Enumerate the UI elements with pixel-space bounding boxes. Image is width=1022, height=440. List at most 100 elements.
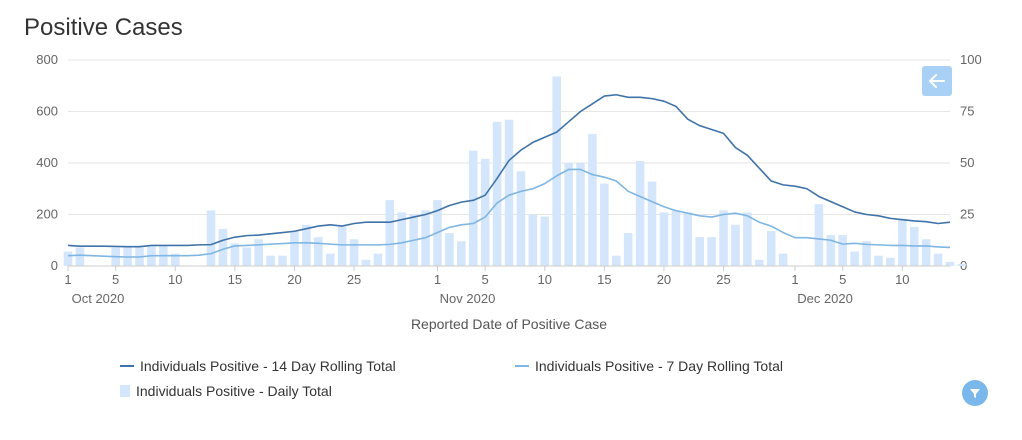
- daily-total-bar: [266, 255, 275, 266]
- y-left-tick-label: 800: [36, 52, 58, 67]
- daily-total-bar: [814, 204, 824, 266]
- daily-total-bar: [480, 158, 490, 266]
- daily-total-bar: [659, 212, 669, 266]
- line-7-day-rolling: [67, 168, 951, 258]
- daily-total-bar: [933, 253, 943, 266]
- daily-total-bar: [254, 239, 263, 266]
- legend-label-14day: Individuals Positive - 14 Day Rolling To…: [140, 358, 396, 374]
- x-tick-label: 25: [716, 272, 730, 287]
- daily-total-bar: [564, 163, 573, 266]
- line-14-day-rolling: [67, 93, 951, 248]
- back-button[interactable]: [922, 66, 952, 96]
- y-right-tick-label: 50: [960, 155, 974, 170]
- legend-swatch-daily: [120, 385, 130, 397]
- daily-total-bar: [838, 235, 848, 266]
- daily-total-bar: [921, 239, 931, 266]
- x-tick-label: 10: [168, 272, 182, 287]
- legend-swatch-14day: [120, 365, 134, 367]
- daily-total-bar: [325, 253, 335, 266]
- x-tick-label: 10: [895, 272, 909, 287]
- daily-total-bar: [755, 259, 764, 266]
- daily-total-bar: [862, 241, 871, 266]
- daily-total-bar: [695, 237, 704, 266]
- x-tick-label: 5: [482, 272, 489, 287]
- filter-icon: [970, 389, 980, 398]
- daily-total-bar: [540, 216, 550, 266]
- x-tick-label: 10: [538, 272, 552, 287]
- x-month-label: Nov 2020: [440, 291, 496, 306]
- y-left-tick-label: 0: [51, 258, 58, 273]
- x-tick-label: 5: [112, 272, 119, 287]
- x-tick-label: 15: [597, 272, 611, 287]
- daily-total-bar: [63, 251, 73, 266]
- daily-total-bar: [588, 134, 597, 266]
- x-tick-label: 1: [791, 272, 798, 287]
- x-tick-label: 1: [434, 272, 441, 287]
- daily-total-bar: [635, 160, 645, 266]
- x-tick-label: 20: [287, 272, 301, 287]
- daily-total-bar: [766, 230, 776, 266]
- x-month-label: Dec 2020: [797, 291, 853, 306]
- daily-total-bar: [290, 230, 299, 266]
- daily-total-bar: [600, 183, 609, 266]
- daily-total-bar: [886, 257, 895, 266]
- legend-label-7day: Individuals Positive - 7 Day Rolling Tot…: [535, 358, 783, 374]
- y-right-tick-label: 25: [960, 207, 974, 222]
- y-left-tick-label: 200: [36, 207, 58, 222]
- x-tick-label: 25: [347, 272, 361, 287]
- x-tick-label: 1: [64, 272, 71, 287]
- daily-total-bar: [349, 239, 359, 266]
- daily-total-bar: [170, 253, 180, 266]
- filter-button[interactable]: [962, 380, 988, 406]
- daily-total-bar: [898, 218, 907, 266]
- daily-total-bar: [468, 150, 478, 266]
- daily-total-bar: [218, 228, 228, 266]
- daily-total-bar: [945, 261, 955, 266]
- daily-total-bar: [850, 251, 859, 266]
- daily-total-bar: [683, 212, 693, 266]
- daily-total-bar: [707, 237, 716, 266]
- daily-total-bar: [528, 214, 538, 266]
- x-tick-label: 15: [228, 272, 242, 287]
- daily-total-bar: [492, 121, 502, 266]
- daily-total-bar: [719, 210, 728, 266]
- daily-total-bar: [874, 255, 883, 266]
- daily-total-bar: [278, 255, 287, 266]
- daily-total-bar: [361, 259, 371, 266]
- daily-total-bar: [397, 212, 407, 266]
- daily-total-bar: [314, 237, 323, 266]
- daily-total-bar: [731, 224, 740, 266]
- daily-total-bar: [611, 255, 621, 266]
- daily-total-bar: [516, 171, 526, 266]
- legend-swatch-7day: [515, 365, 529, 367]
- daily-total-bar: [230, 243, 240, 266]
- daily-total-bar: [743, 212, 752, 266]
- y-right-tick-label: 100: [960, 52, 982, 67]
- daily-total-bar: [552, 76, 561, 266]
- daily-total-bar: [826, 235, 836, 266]
- arrow-left-icon: [929, 74, 945, 88]
- legend-item-14day[interactable]: Individuals Positive - 14 Day Rolling To…: [120, 358, 396, 374]
- legend-item-7day[interactable]: Individuals Positive - 7 Day Rolling Tot…: [515, 358, 783, 374]
- daily-total-bar: [445, 233, 454, 266]
- x-tick-label: 5: [839, 272, 846, 287]
- daily-total-bar: [337, 226, 347, 266]
- daily-total-bar: [385, 200, 395, 266]
- y-left-tick-label: 600: [36, 104, 58, 119]
- x-tick-label: 20: [657, 272, 671, 287]
- daily-total-bar: [75, 247, 85, 266]
- daily-total-bar: [778, 253, 788, 266]
- legend-label-daily: Individuals Positive - Daily Total: [136, 383, 332, 399]
- x-axis-title: Reported Date of Positive Case: [411, 316, 607, 332]
- daily-total-bar: [373, 253, 383, 266]
- daily-total-bar: [206, 210, 216, 266]
- y-left-tick-label: 400: [36, 155, 58, 170]
- daily-total-bar: [623, 233, 633, 266]
- legend-item-daily[interactable]: Individuals Positive - Daily Total: [120, 383, 332, 399]
- x-month-label: Oct 2020: [72, 291, 125, 306]
- daily-total-bar: [504, 119, 514, 267]
- daily-total-bar: [242, 247, 252, 266]
- daily-total-bar: [576, 163, 585, 266]
- daily-total-bar: [957, 263, 967, 266]
